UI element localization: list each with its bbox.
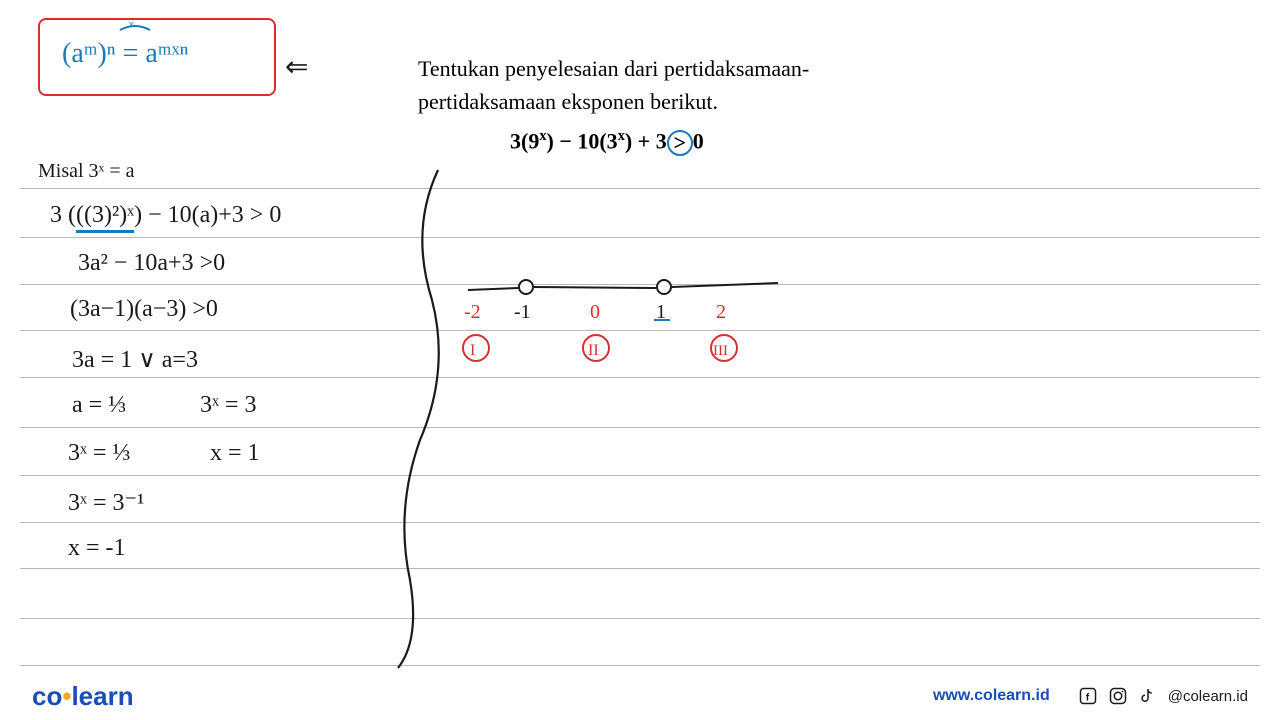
hw-step2: 3a² − 10a+3 >0: [78, 250, 225, 277]
ruled-line: [20, 237, 1260, 238]
hw-step7: 3ˣ = 3⁻¹: [68, 488, 144, 517]
svg-text:II: II: [588, 342, 599, 359]
svg-text:2: 2: [716, 301, 726, 323]
ruled-line: [20, 665, 1260, 666]
hw-step8: x = -1: [68, 535, 126, 562]
hw-step3: (3a−1)(a−3) >0: [70, 296, 218, 323]
problem-line-1: Tentukan penyelesaian dari pertidaksamaa…: [418, 52, 809, 85]
ruled-line: [20, 188, 1260, 189]
svg-text:-2: -2: [464, 301, 481, 323]
ruled-line: [20, 475, 1260, 476]
footer-right: www.colearn.id f @colearn.id: [933, 686, 1248, 706]
footer-url: www.colearn.id: [933, 687, 1050, 705]
svg-text:III: III: [713, 343, 728, 359]
ruled-line: [20, 522, 1260, 523]
brand-part2: learn: [71, 681, 133, 711]
hw-step1-c: ) − 10(a)+3 > 0: [134, 202, 281, 228]
eq-part4: 0: [693, 128, 704, 153]
hw-step1-a: 3 (: [50, 202, 76, 228]
circled-gt: >: [667, 130, 693, 156]
tiktok-icon: [1138, 686, 1158, 706]
hw-step5a: a = ⅓: [72, 392, 126, 419]
ruled-line: [20, 568, 1260, 569]
hw-step6a: 3ˣ = ⅓: [68, 440, 130, 467]
hw-step5b: 3ˣ = 3: [200, 392, 256, 419]
ruled-line: [20, 427, 1260, 428]
svg-text:f: f: [1085, 692, 1089, 704]
svg-text:I: I: [470, 342, 475, 359]
formula-exponent-rule: (aᵐ)ⁿ = aᵐˣⁿ: [62, 38, 188, 70]
instagram-icon: [1108, 686, 1128, 706]
eq-part3: ) + 3: [625, 128, 667, 153]
hw-step1-b: ((3)²)ˣ: [76, 202, 134, 233]
svg-text:0: 0: [590, 301, 600, 323]
brand-part1: co: [32, 681, 62, 711]
brand-logo: co•learn: [32, 681, 134, 712]
hw-step4: 3a = 1 ∨ a=3: [72, 345, 198, 374]
svg-text:-1: -1: [514, 301, 531, 323]
problem-line-2: pertidaksamaan eksponen berikut.: [418, 85, 809, 118]
number-line: -2 -1 0 1 2 I II III: [458, 270, 798, 380]
eq-sup2: x: [618, 128, 625, 144]
footer-bar: co•learn www.colearn.id f @colearn.id: [0, 672, 1280, 720]
ruled-line: [20, 618, 1260, 619]
hw-misal: Misal 3ˣ = a: [38, 160, 135, 183]
problem-statement: Tentukan penyelesaian dari pertidaksamaa…: [418, 52, 809, 118]
eq-part2: ) − 10(3: [546, 128, 617, 153]
facebook-icon: f: [1078, 686, 1098, 706]
hw-step1: 3 (((3)²)ˣ) − 10(a)+3 > 0: [50, 202, 281, 229]
problem-equation: 3(9x) − 10(3x) + 3>0: [510, 128, 704, 154]
arrow-left-icon: ⇐: [285, 50, 308, 84]
social-handle: @colearn.id: [1168, 688, 1248, 705]
eq-part1: 3(9: [510, 128, 539, 153]
hw-step6b: x = 1: [210, 440, 260, 467]
